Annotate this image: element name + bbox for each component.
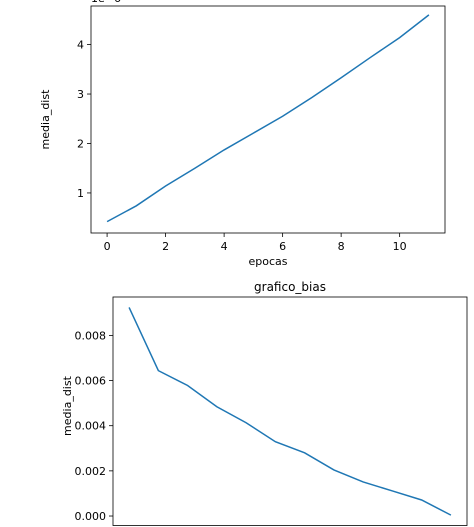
y-tick-label: 0.004 [75, 420, 107, 433]
y-tick-label: 0.000 [75, 510, 107, 523]
x-tick-label: 8 [338, 240, 345, 253]
x-tick-label: 2 [162, 240, 169, 253]
y-tick-label: 0.008 [75, 329, 107, 342]
x-tick-label: 6 [279, 240, 286, 253]
line-series [106, 14, 430, 223]
y-axis-label: media_dist [61, 375, 74, 436]
offset-text: 1e−6 [91, 0, 121, 5]
y-tick-label: 0.006 [75, 375, 107, 388]
axes-frame [112, 296, 468, 526]
x-tick-label: 10 [393, 240, 407, 253]
line-series [128, 307, 452, 516]
x-tick-label: 0 [104, 240, 111, 253]
y-tick-label: 4 [77, 39, 84, 52]
x-axis-label: epocas [249, 255, 288, 268]
y-tick-label: 3 [77, 88, 84, 101]
chart-title: grafico_bias [254, 280, 326, 294]
axes-frame [90, 5, 446, 234]
y-tick-label: 0.002 [75, 465, 107, 478]
y-tick-label: 1 [77, 187, 84, 200]
y-axis-label: media_dist [39, 89, 52, 150]
y-tick-label: 2 [77, 137, 84, 150]
x-tick-label: 4 [221, 240, 228, 253]
